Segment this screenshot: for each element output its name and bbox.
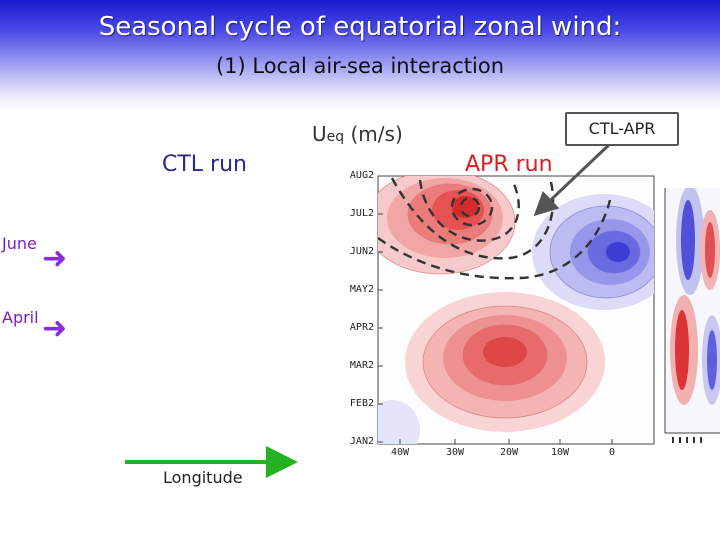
y-tick-label: JUN2 [349, 246, 374, 257]
slide-title: Seasonal cycle of equatorial zonal wind: [98, 12, 622, 42]
april-label: April [2, 308, 39, 327]
x-tick-label: 20W [499, 447, 519, 458]
y-tick-label: FEB2 [349, 398, 374, 409]
y-tick-label: MAY2 [349, 284, 374, 295]
x-tick-label: 30W [445, 447, 465, 458]
april-arrow-icon: ➜ [42, 311, 68, 346]
title-banner [0, 0, 720, 110]
slide-subtitle: (1) Local air-sea interaction [215, 54, 505, 78]
longitude-label: Longitude [163, 468, 243, 487]
y-tick-label: APR2 [349, 322, 374, 333]
ueq-label: Ueq (m/s) [312, 122, 403, 146]
y-tick-label: JUL2 [349, 208, 374, 219]
y-tick-label: MAR2 [349, 360, 374, 371]
x-tick-label: 10W [550, 447, 570, 458]
hovmoller-plot [377, 175, 655, 445]
ueq-units: (m/s) [344, 122, 403, 146]
x-tick-label: 40W [390, 447, 410, 458]
x-tick-label: 0 [608, 447, 616, 458]
ueq-main: U [312, 122, 327, 146]
apr-run-label: APR run [465, 152, 553, 177]
june-arrow-icon: ➜ [42, 241, 68, 276]
ctl-apr-callout-box: CTL-APR [565, 112, 679, 146]
ctl-run-label: CTL run [162, 152, 247, 177]
ctl-apr-difference-plot [664, 188, 720, 443]
ctl-apr-callout-arrow [533, 140, 614, 217]
y-tick-label: AUG2 [349, 170, 374, 181]
june-label: June [2, 234, 37, 253]
ueq-subscript: eq [326, 129, 345, 145]
y-tick-label: JAN2 [349, 436, 374, 447]
